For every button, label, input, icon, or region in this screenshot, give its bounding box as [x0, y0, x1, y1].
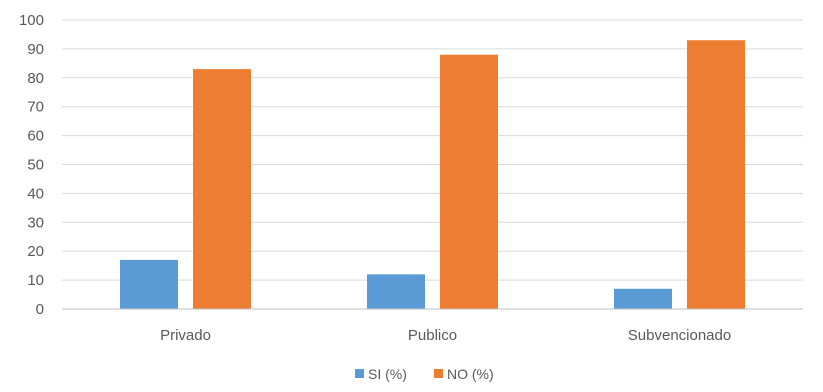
- x-category-label: Subvencionado: [628, 327, 731, 344]
- gridlines: [62, 19, 803, 281]
- y-tick-label: 0: [36, 301, 44, 318]
- bar-no-privado: [193, 69, 251, 309]
- bar-si-subvencionado: [614, 288, 672, 309]
- y-tick-label: 50: [27, 157, 44, 174]
- bar-si-privado: [120, 259, 178, 309]
- y-tick-label: 10: [27, 272, 44, 289]
- legend-swatch-si: [355, 369, 364, 378]
- y-tick-label: 80: [27, 70, 44, 87]
- category-labels: Privado Publico Subvencionado: [160, 327, 731, 344]
- y-tick-label: 60: [27, 128, 44, 145]
- legend-swatch-no: [434, 369, 443, 378]
- legend-label-no: NO (%): [447, 366, 494, 382]
- x-category-label: Privado: [160, 327, 211, 344]
- y-tick-label: 100: [19, 12, 44, 29]
- y-tick-label: 40: [27, 185, 44, 202]
- y-tick-label: 30: [27, 214, 44, 231]
- y-tick-label: 90: [27, 41, 44, 58]
- bar-no-publico: [440, 54, 498, 310]
- bar-si-publico: [367, 274, 425, 309]
- legend-label-si: SI (%): [368, 366, 407, 382]
- x-category-label: Publico: [408, 327, 457, 344]
- bars: [120, 40, 745, 310]
- legend: SI (%) NO (%): [355, 366, 494, 382]
- y-axis-ticks: 0 10 20 30 40 50 60 70 80 90 100: [19, 12, 44, 318]
- bar-no-subvencionado: [687, 40, 745, 309]
- y-tick-label: 20: [27, 243, 44, 260]
- y-tick-label: 70: [27, 99, 44, 116]
